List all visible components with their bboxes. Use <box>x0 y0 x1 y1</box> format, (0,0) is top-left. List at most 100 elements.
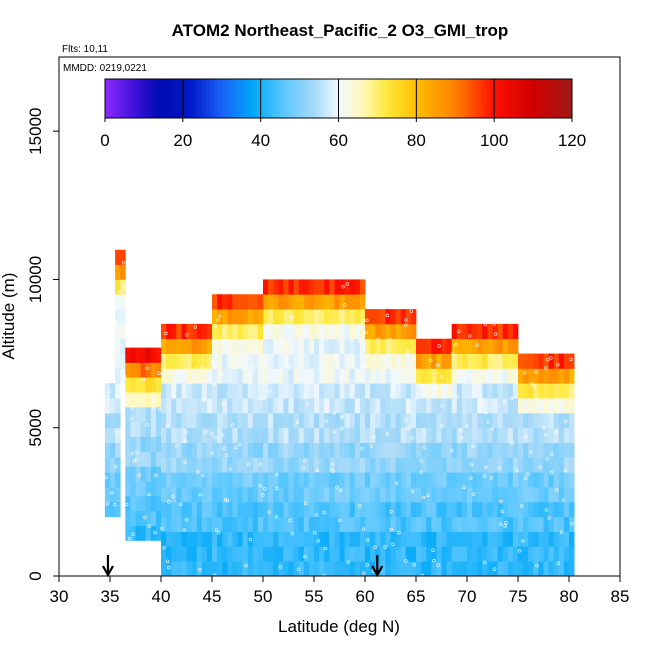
heatmap-cell <box>477 531 483 547</box>
heatmap-cell <box>324 501 330 518</box>
heatmap-cell <box>507 338 514 354</box>
heatmap-cell <box>206 323 213 340</box>
heatmap-cell <box>278 487 284 503</box>
heatmap-cell <box>482 472 488 488</box>
heatmap-cell <box>247 368 254 384</box>
sample-point <box>203 430 208 434</box>
colorbar-swatch <box>560 79 565 118</box>
colorbar-swatch <box>420 79 425 118</box>
heatmap-cell <box>104 442 111 458</box>
colorbar-swatch <box>108 79 114 118</box>
heatmap-cell <box>324 353 330 369</box>
heatmap-cell <box>548 457 555 473</box>
heatmap-cell <box>472 457 478 473</box>
heatmap-cell <box>166 457 172 473</box>
heatmap-cell <box>196 501 203 518</box>
heatmap-cell <box>298 309 305 325</box>
heatmap-cell <box>421 546 427 562</box>
heatmap-cell <box>237 294 243 310</box>
heatmap-cell <box>507 561 514 577</box>
heatmap-cell <box>242 442 249 458</box>
sample-point <box>412 562 416 567</box>
heatmap-cell <box>477 383 483 399</box>
sample-point <box>363 363 368 368</box>
heatmap-cell <box>135 347 141 363</box>
heatmap-cell <box>125 510 131 526</box>
heatmap-cell <box>329 546 335 562</box>
heatmap-cell <box>222 561 228 577</box>
heatmap-cell <box>477 442 483 458</box>
heatmap-cell <box>405 516 412 532</box>
heatmap-cell <box>512 323 519 340</box>
heatmap-cell <box>166 442 172 458</box>
heatmap-cell <box>247 353 254 369</box>
heatmap-cell <box>461 427 468 443</box>
colorbar-swatch <box>132 79 137 118</box>
heatmap-cell <box>334 294 340 310</box>
heatmap-cell <box>349 472 356 488</box>
heatmap-cell <box>303 338 310 354</box>
heatmap-cell <box>237 487 243 503</box>
heatmap-cell <box>130 495 136 512</box>
heatmap-cell <box>212 457 218 473</box>
sample-point <box>331 462 335 466</box>
colorbar-swatch <box>389 79 394 118</box>
heatmap-cell <box>487 412 493 429</box>
heatmap-cell <box>548 398 555 414</box>
heatmap-cell <box>523 501 529 518</box>
heatmap-cell <box>380 561 386 577</box>
heatmap-cell <box>370 472 376 488</box>
heatmap-cell <box>161 561 167 577</box>
heatmap-cell <box>400 442 407 458</box>
sample-point <box>510 441 515 445</box>
sample-point <box>517 549 522 553</box>
heatmap-cell <box>477 457 483 473</box>
heatmap-cell <box>497 427 504 443</box>
heatmap-cell <box>308 442 315 458</box>
sample-point <box>563 419 568 424</box>
heatmap-cell <box>512 561 519 577</box>
heatmap-cell <box>186 487 192 503</box>
heatmap-cell <box>212 383 218 399</box>
heatmap-cell <box>257 323 264 340</box>
heatmap-cell <box>201 487 208 503</box>
heatmap-cell <box>227 501 233 518</box>
heatmap-cell <box>166 412 172 429</box>
heatmap-cell <box>477 546 483 562</box>
sample-point <box>528 449 533 454</box>
heatmap-cell <box>191 546 198 562</box>
sample-point <box>274 514 279 519</box>
heatmap-cell <box>232 427 238 443</box>
heatmap-cell <box>436 546 442 562</box>
sample-point <box>216 318 220 323</box>
heatmap-cell <box>181 487 187 503</box>
heatmap-cell <box>155 495 162 512</box>
heatmap-cell <box>492 398 498 414</box>
heatmap-cell <box>283 398 289 414</box>
sample-point <box>200 366 205 370</box>
colorbar-swatch <box>206 79 211 118</box>
heatmap-cell <box>319 501 325 518</box>
heatmap-cell <box>237 353 243 369</box>
heatmap-cell <box>314 487 320 503</box>
x-tick-label: 75 <box>509 587 528 606</box>
sample-point <box>526 472 530 477</box>
colorbar-swatch <box>221 79 227 118</box>
heatmap-cell <box>263 279 269 295</box>
heatmap-cell <box>273 472 279 488</box>
heatmap-cell <box>569 546 575 562</box>
sample-point <box>167 500 171 504</box>
heatmap-cell <box>395 457 402 473</box>
heatmap-cell <box>518 383 524 399</box>
sample-point <box>542 425 546 430</box>
heatmap-cell <box>242 546 249 562</box>
heatmap-cell <box>232 398 238 414</box>
heatmap-cell <box>436 501 442 518</box>
sample-point <box>492 567 497 571</box>
heatmap-cell <box>135 481 141 497</box>
heatmap-cell <box>263 561 269 577</box>
heatmap-cell <box>563 546 570 562</box>
heatmap-cell <box>232 546 238 562</box>
sample-point <box>503 524 507 528</box>
